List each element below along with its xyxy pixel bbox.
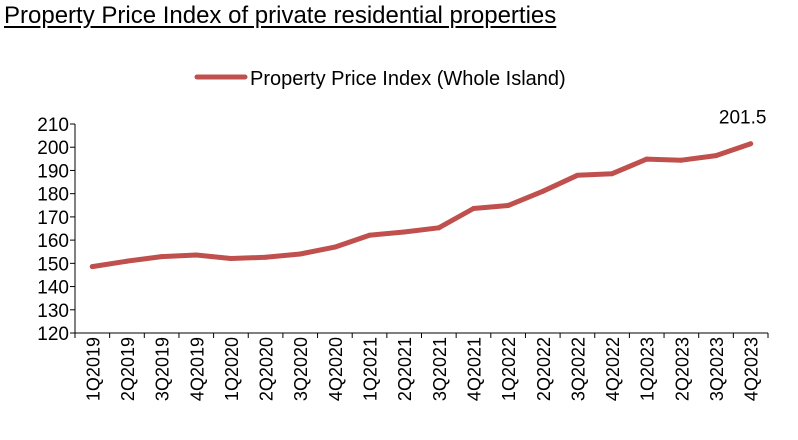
y-tick-label: 140 — [37, 278, 69, 299]
data-point — [540, 188, 546, 194]
data-point — [678, 157, 684, 163]
data-point — [505, 203, 511, 209]
y-tick-label: 120 — [37, 324, 69, 345]
data-point — [609, 171, 615, 177]
y-tick-label: 190 — [37, 161, 69, 182]
data-point — [574, 172, 580, 178]
x-tick-label: 4Q2020 — [326, 337, 346, 401]
x-tick-label: 4Q2023 — [742, 337, 762, 401]
x-tick-label: 1Q2023 — [638, 337, 658, 401]
y-tick-label: 210 — [37, 115, 69, 136]
x-tick-label: 4Q2022 — [603, 337, 623, 401]
data-point — [644, 156, 650, 162]
y-tick-label: 160 — [37, 231, 69, 252]
data-point — [124, 258, 130, 264]
y-tick-label: 170 — [37, 208, 69, 229]
data-labels: 201.5 — [719, 108, 767, 129]
x-tick-label: 3Q2023 — [707, 337, 727, 401]
x-tick-label: 1Q2020 — [222, 337, 242, 401]
x-tick-label: 4Q2021 — [464, 337, 484, 401]
data-label: 201.5 — [719, 108, 767, 129]
data-point — [159, 254, 165, 260]
x-tick-label: 2Q2021 — [395, 337, 415, 401]
data-point — [263, 254, 269, 260]
data-point — [470, 206, 476, 212]
x-tick-label: 1Q2022 — [499, 337, 519, 401]
x-axis-ticks: 1Q2019 2Q2019 3Q2019 4Q2019 1Q2020 2Q2020 3Q20… — [74, 333, 769, 401]
data-point — [748, 141, 754, 147]
series-line — [89, 141, 754, 270]
y-tick-label: 150 — [37, 254, 69, 275]
series — [89, 141, 754, 270]
y-tick-label: 180 — [37, 185, 69, 206]
y-tick-label: 200 — [37, 138, 69, 159]
data-point — [436, 225, 442, 231]
data-point — [401, 229, 407, 235]
data-point — [332, 244, 338, 250]
data-point — [297, 251, 303, 257]
x-tick-label: 1Q2021 — [361, 337, 381, 401]
legend: Property Price Index (Whole Island) — [194, 68, 566, 90]
x-tick-label: 3Q2022 — [568, 337, 588, 401]
x-tick-label: 2Q2019 — [118, 337, 138, 401]
legend-label: Property Price Index (Whole Island) — [250, 68, 566, 90]
x-tick-label: 1Q2019 — [83, 337, 103, 401]
x-tick-label: 4Q2019 — [187, 337, 207, 401]
x-tick-label: 3Q2019 — [153, 337, 173, 401]
x-tick-label: 3Q2020 — [291, 337, 311, 401]
data-point — [713, 153, 719, 159]
data-point — [367, 232, 373, 238]
chart-title: Property Price Index of private resident… — [4, 2, 557, 29]
data-point — [228, 255, 234, 261]
x-tick-label: 3Q2021 — [430, 337, 450, 401]
x-tick-label: 2Q2020 — [257, 337, 277, 401]
x-tick-label: 2Q2022 — [534, 337, 554, 401]
x-tick-label: 2Q2023 — [672, 337, 692, 401]
data-point — [193, 252, 199, 258]
data-point — [89, 264, 95, 270]
y-tick-label: 130 — [37, 301, 69, 322]
